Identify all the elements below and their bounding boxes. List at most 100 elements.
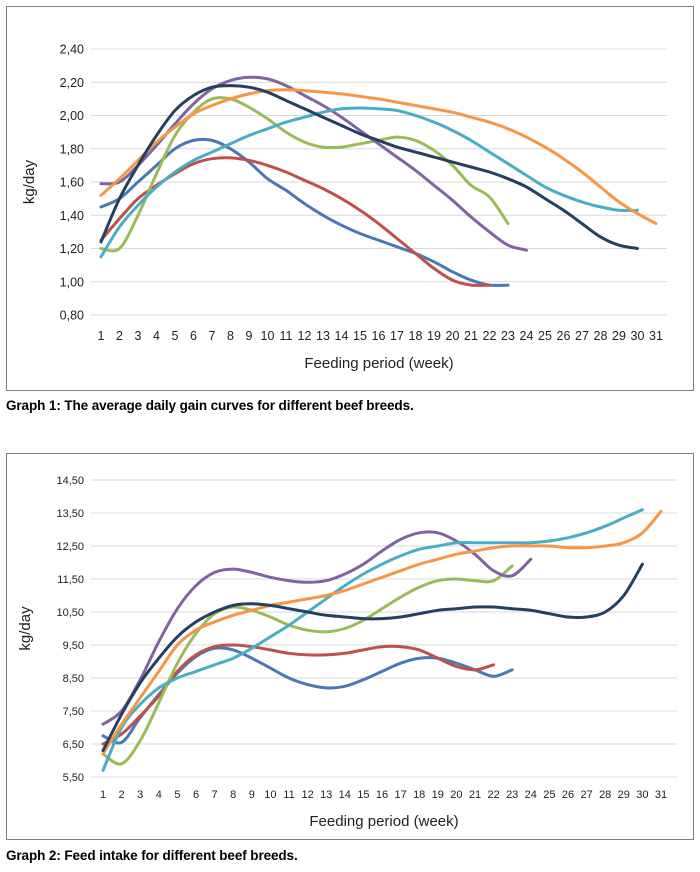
x-tick-label: 18: [413, 789, 425, 801]
y-tick-label: 8,50: [63, 673, 84, 685]
y-tick-label: 1,80: [60, 142, 84, 156]
y-tick-label: 9,50: [63, 640, 84, 652]
x-tick-label: 15: [353, 329, 367, 343]
x-tick-label: 9: [249, 789, 255, 801]
x-tick-label: 26: [562, 789, 574, 801]
x-tick-label: 30: [636, 789, 648, 801]
chart-1-caption: Graph 1: The average daily gain curves f…: [6, 398, 414, 413]
x-tick-label: 24: [520, 329, 534, 343]
x-tick-label: 2: [119, 789, 125, 801]
x-tick-label: 28: [594, 329, 608, 343]
chart-2-caption: Graph 2: Feed intake for different beef …: [6, 848, 298, 863]
x-tick-label: 24: [525, 789, 537, 801]
series-line-green: [99, 96, 510, 253]
series-line-orange: [99, 88, 658, 226]
y-tick-label: 1,60: [60, 176, 84, 190]
x-tick-label: 29: [612, 329, 626, 343]
x-tick-label: 12: [301, 789, 313, 801]
series-line-teal: [99, 106, 639, 259]
y-tick-label: 5,50: [63, 772, 84, 784]
x-tick-label: 21: [464, 329, 478, 343]
x-tick-label: 19: [427, 329, 441, 343]
x-tick-label: 20: [450, 789, 462, 801]
x-tick-label: 11: [280, 329, 293, 343]
series-line-navy: [101, 562, 644, 753]
series-line-purple: [99, 75, 528, 252]
series-line-red: [99, 156, 491, 287]
x-tick-label: 1: [100, 789, 106, 801]
x-axis-title: Feeding period (week): [304, 355, 453, 372]
x-tick-label: 27: [575, 329, 589, 343]
y-tick-label: 11,50: [57, 574, 84, 586]
x-tick-label: 1: [98, 329, 105, 343]
x-tick-label: 13: [316, 329, 330, 343]
x-tick-label: 15: [357, 789, 369, 801]
x-tick-label: 5: [172, 329, 179, 343]
x-tick-label: 16: [376, 789, 388, 801]
series-line-orange: [101, 509, 663, 756]
x-tick-label: 31: [655, 789, 667, 801]
y-tick-label: 7,50: [63, 706, 84, 718]
y-tick-label: 13,50: [56, 508, 84, 520]
y-tick-label: 12,50: [56, 541, 84, 553]
chart-panel-2: 5,50 6,50 7,50 8,50 9,50 10,50 11,50 12,50 13,50…: [6, 453, 694, 840]
x-tick-label: 9: [246, 329, 253, 343]
x-tick-label: 14: [335, 329, 349, 343]
y-tick-label: 1,40: [60, 209, 84, 223]
x-tick-label: 14: [339, 789, 351, 801]
x-tick-label: 23: [501, 329, 515, 343]
x-tick-label: 19: [432, 789, 444, 801]
x-tick-label: 23: [506, 789, 518, 801]
series-line-green: [101, 564, 514, 766]
x-tick-label: 17: [394, 789, 406, 801]
x-tick-label: 8: [230, 789, 236, 801]
x-tick-label: 3: [137, 789, 143, 801]
x-tick-label: 4: [156, 789, 162, 801]
series-line-navy: [99, 84, 639, 250]
x-tick-label: 28: [599, 789, 611, 801]
x-tick-label: 10: [261, 329, 275, 343]
y-tick-label: 2,00: [60, 109, 84, 123]
x-tick-label: 2: [116, 329, 123, 343]
series-line-purple: [101, 530, 533, 726]
x-tick-label: 21: [469, 789, 481, 801]
y-axis-title: kg/day: [17, 606, 34, 651]
x-tick-label: 31: [649, 329, 663, 343]
chart-panel-1: 0,80 1,00 1,20 1,40 1,60 1,80 2,00 2,20 2,40 1 2 3 4…: [6, 6, 694, 391]
x-tick-label: 7: [212, 789, 218, 801]
x-tick-label: 12: [298, 329, 312, 343]
x-tick-label: 25: [538, 329, 552, 343]
x-tick-label: 4: [153, 329, 160, 343]
x-tick-label: 27: [580, 789, 592, 801]
x-tick-label: 10: [264, 789, 276, 801]
y-tick-label: 2,40: [60, 43, 84, 57]
x-tick-label: 22: [487, 789, 499, 801]
y-tick-label: 10,50: [56, 607, 84, 619]
chart-1-svg: 0,801,001,201,401,601,802,002,202,401 2 3 4…: [21, 43, 667, 372]
y-tick-label: 2,20: [60, 76, 84, 90]
x-tick-label: 16: [372, 329, 386, 343]
x-tick-label: 11: [283, 789, 294, 801]
y-axis-title: kg/day: [21, 159, 38, 204]
x-tick-label: 17: [390, 329, 404, 343]
y-tick-label: 14,50: [56, 475, 84, 487]
y-tick-label: 6,50: [63, 739, 84, 751]
y-tick-label: 1,00: [60, 275, 84, 289]
x-tick-label: 3: [135, 329, 142, 343]
x-tick-label: 18: [409, 329, 423, 343]
chart-2-svg: 5,50 6,50 7,50 8,50 9,50 10,50 11,50 12,50 13,50…: [17, 475, 677, 830]
x-tick-label: 30: [631, 329, 645, 343]
x-axis-title: Feeding period (week): [309, 813, 458, 830]
x-tick-label: 26: [557, 329, 571, 343]
x-tick-label: 29: [618, 789, 630, 801]
y-tick-label: 1,20: [60, 242, 84, 256]
x-tick-label: 6: [190, 329, 197, 343]
x-tick-label: 25: [543, 789, 555, 801]
series-line-teal: [101, 508, 644, 772]
x-tick-label: 6: [193, 789, 199, 801]
x-tick-label: 20: [446, 329, 460, 343]
series-line-blue: [99, 137, 510, 287]
x-tick-label: 22: [483, 329, 497, 343]
y-tick-label: 0,80: [60, 309, 84, 323]
x-tick-label: 8: [227, 329, 234, 343]
